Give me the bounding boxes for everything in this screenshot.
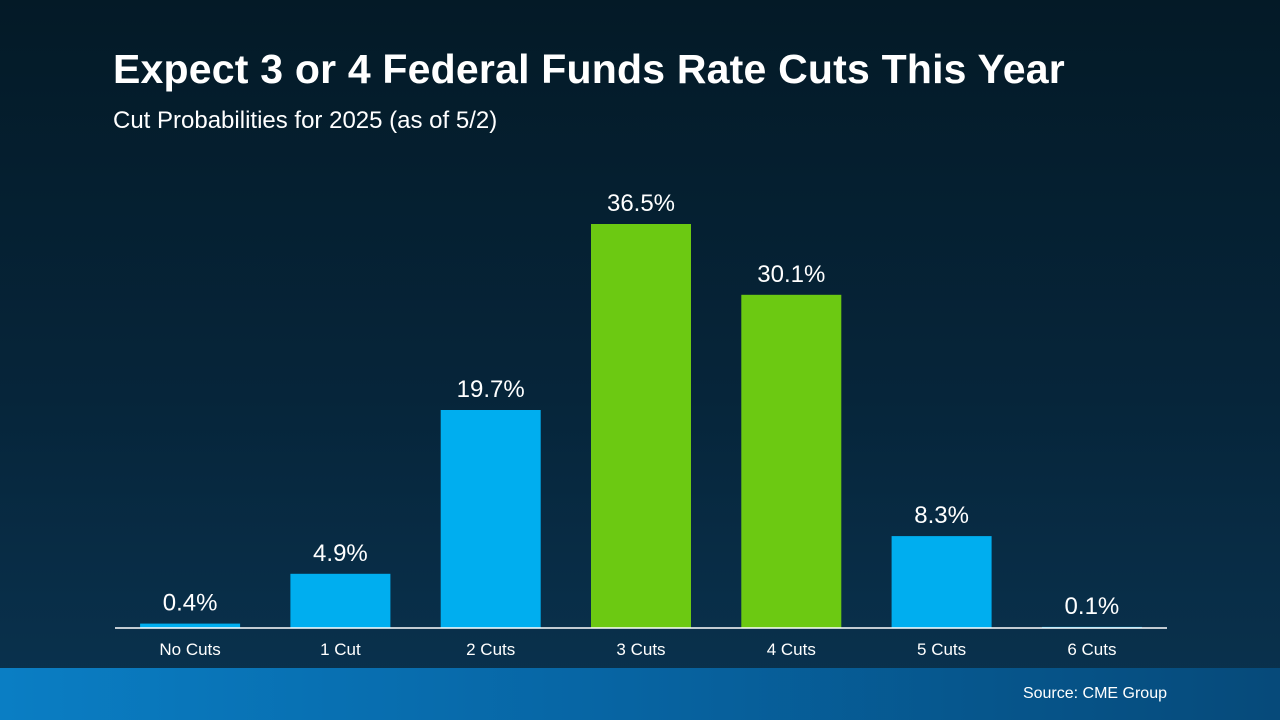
- value-label: 0.4%: [163, 590, 218, 617]
- bar-chart: 0.4% 4.9% 19.7% 36.5% 30.1% 8.3% 0.1% No Cuts 1…: [140, 190, 1142, 659]
- value-labels-group: 0.4% 4.9% 19.7% 36.5% 30.1% 8.3% 0.1%: [163, 190, 1120, 620]
- bar-1-cut: [290, 573, 391, 628]
- value-label: 36.5%: [607, 190, 675, 217]
- category-labels-group: No Cuts 1 Cut 2 Cuts 3 Cuts 4 Cuts 5 Cuts 6 Cu…: [159, 640, 1116, 659]
- value-label: 19.7%: [457, 376, 525, 403]
- bar-5-cuts: [891, 536, 992, 628]
- value-label: 4.9%: [313, 540, 368, 567]
- category-label: 5 Cuts: [917, 640, 966, 659]
- category-label: No Cuts: [159, 640, 220, 659]
- chart-subtitle: Cut Probabilities for 2025 (as of 5/2): [113, 107, 498, 134]
- category-label: 6 Cuts: [1067, 640, 1116, 659]
- bar-no-cuts: [140, 623, 241, 628]
- category-label: 1 Cut: [320, 640, 361, 659]
- category-label: 3 Cuts: [616, 640, 665, 659]
- bars-group: [140, 224, 1142, 628]
- source-note: Source: CME Group: [1022, 685, 1167, 702]
- bar-4-cuts: [741, 294, 842, 628]
- value-label: 30.1%: [757, 261, 825, 288]
- footer-bar: Source: CME Group: [0, 668, 1280, 720]
- value-label: 0.1%: [1065, 593, 1120, 620]
- bar-2-cuts: [440, 410, 541, 628]
- bar-3-cuts: [591, 224, 691, 628]
- value-label: 8.3%: [914, 502, 969, 529]
- chart-title: Expect 3 or 4 Federal Funds Rate Cuts Th…: [113, 46, 1065, 92]
- category-label: 2 Cuts: [466, 640, 515, 659]
- category-label: 4 Cuts: [767, 640, 816, 659]
